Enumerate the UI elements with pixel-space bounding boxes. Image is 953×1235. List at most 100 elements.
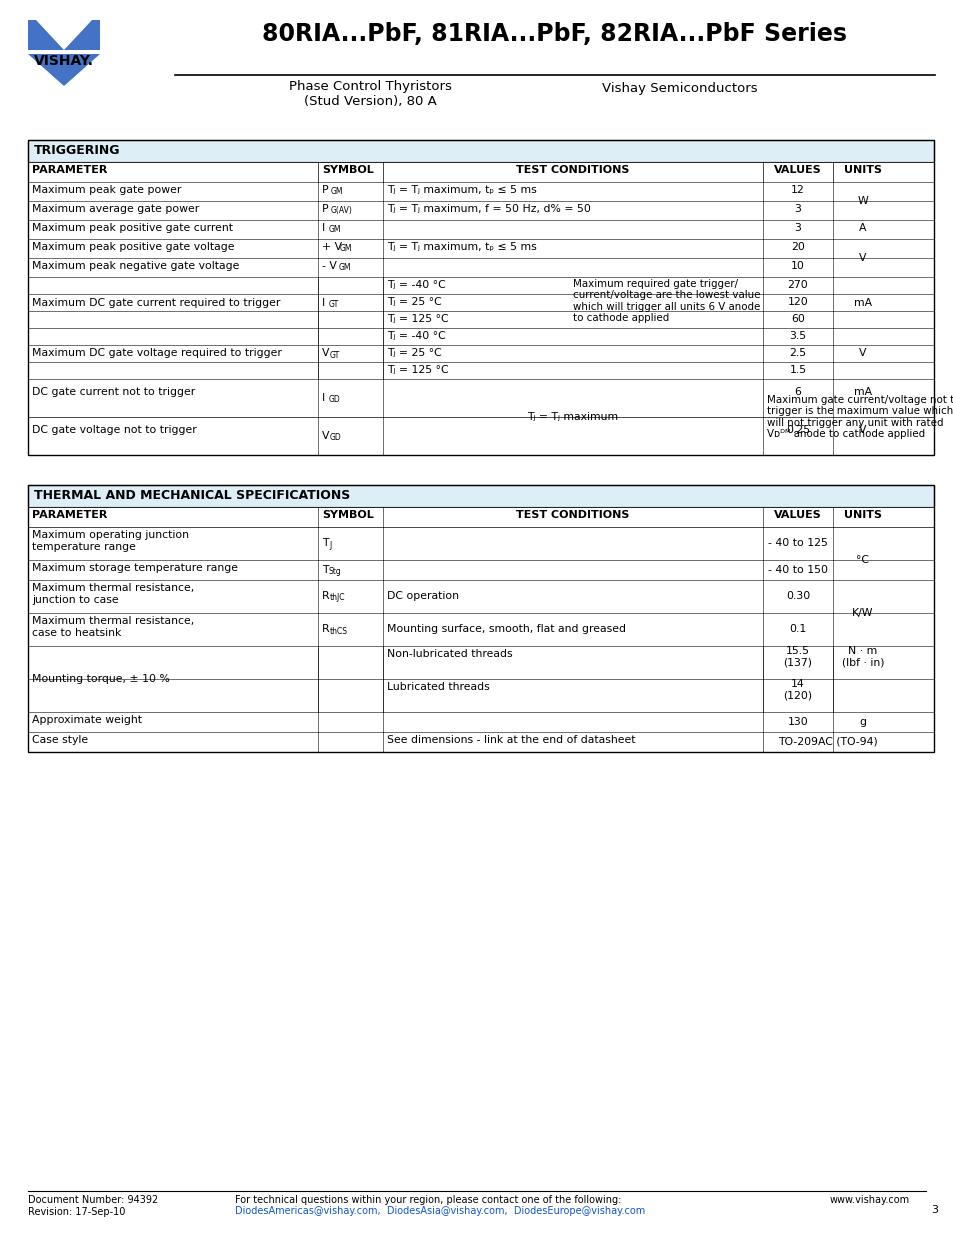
Text: 6: 6 xyxy=(794,387,801,396)
Text: V: V xyxy=(322,431,329,441)
Text: R: R xyxy=(322,624,330,634)
Text: - 40 to 150: - 40 to 150 xyxy=(767,564,827,576)
Text: 3: 3 xyxy=(794,224,801,233)
Text: 0.1: 0.1 xyxy=(788,624,806,634)
Text: Vishay Semiconductors: Vishay Semiconductors xyxy=(601,82,757,95)
Text: W: W xyxy=(857,196,867,206)
Text: PARAMETER: PARAMETER xyxy=(32,510,108,520)
Text: 80RIA...PbF, 81RIA...PbF, 82RIA...PbF Series: 80RIA...PbF, 81RIA...PbF, 82RIA...PbF Se… xyxy=(262,22,846,46)
Bar xyxy=(28,508,933,527)
Text: - V: - V xyxy=(322,261,336,270)
Bar xyxy=(28,162,933,182)
Text: mA: mA xyxy=(853,387,871,396)
Text: Mounting surface, smooth, flat and greased: Mounting surface, smooth, flat and greas… xyxy=(387,624,625,634)
Text: DiodesAmericas@vishay.com,  DiodesAsia@vishay.com,  DiodesEurope@vishay.com: DiodesAmericas@vishay.com, DiodesAsia@vi… xyxy=(234,1207,644,1216)
Bar xyxy=(28,140,933,454)
Text: UNITS: UNITS xyxy=(843,510,882,520)
Bar xyxy=(28,182,933,201)
Text: www.vishay.com: www.vishay.com xyxy=(829,1195,909,1205)
Text: V: V xyxy=(859,348,866,358)
Text: TEST CONDITIONS: TEST CONDITIONS xyxy=(516,165,629,175)
Text: P: P xyxy=(322,204,328,214)
Text: Tⱼ = -40 °C: Tⱼ = -40 °C xyxy=(387,331,445,341)
Text: K/W: K/W xyxy=(851,608,873,618)
Text: VALUES: VALUES xyxy=(773,510,821,520)
Text: GT: GT xyxy=(330,351,340,359)
Text: Tⱼ = 25 °C: Tⱼ = 25 °C xyxy=(387,348,441,358)
Text: TO-209AC (TO-94): TO-209AC (TO-94) xyxy=(778,737,877,747)
Text: SYMBOL: SYMBOL xyxy=(322,510,374,520)
Text: Tⱼ = 125 °C: Tⱼ = 125 °C xyxy=(387,314,448,324)
Text: mA: mA xyxy=(853,298,871,308)
Text: Stg: Stg xyxy=(329,568,341,577)
Text: Tⱼ = Tⱼ maximum, tₚ ≤ 5 ms: Tⱼ = Tⱼ maximum, tₚ ≤ 5 ms xyxy=(387,185,537,195)
Text: A: A xyxy=(859,224,866,233)
Text: Tⱼ = Tⱼ maximum, tₚ ≤ 5 ms: Tⱼ = Tⱼ maximum, tₚ ≤ 5 ms xyxy=(387,242,537,252)
Text: Maximum DC gate voltage required to trigger: Maximum DC gate voltage required to trig… xyxy=(32,348,281,358)
Text: GD: GD xyxy=(329,395,340,405)
Text: GM: GM xyxy=(338,263,351,272)
Text: Case style: Case style xyxy=(32,735,88,745)
Text: Tⱼ = Tⱼ maximum, f = 50 Hz, d% = 50: Tⱼ = Tⱼ maximum, f = 50 Hz, d% = 50 xyxy=(387,204,590,214)
Text: Document Number: 94392
Revision: 17-Sep-10: Document Number: 94392 Revision: 17-Sep-… xyxy=(28,1195,158,1216)
Text: Maximum thermal resistance,
case to heatsink: Maximum thermal resistance, case to heat… xyxy=(32,616,194,637)
Text: 120: 120 xyxy=(787,296,807,308)
Text: Maximum peak negative gate voltage: Maximum peak negative gate voltage xyxy=(32,261,239,270)
Text: Maximum gate current/voltage not to
trigger is the maximum value which
will not : Maximum gate current/voltage not to trig… xyxy=(766,395,953,440)
Text: 12: 12 xyxy=(790,185,804,195)
Text: 20: 20 xyxy=(790,242,804,252)
Text: PARAMETER: PARAMETER xyxy=(32,165,108,175)
Text: 3: 3 xyxy=(930,1205,938,1215)
Text: 14
(120): 14 (120) xyxy=(782,679,812,700)
Text: J: J xyxy=(329,541,331,550)
Text: V: V xyxy=(859,253,866,263)
Text: I: I xyxy=(322,393,325,403)
Text: Maximum thermal resistance,
junction to case: Maximum thermal resistance, junction to … xyxy=(32,583,194,605)
Text: 1.5: 1.5 xyxy=(789,366,805,375)
Text: VISHAY.: VISHAY. xyxy=(34,54,94,68)
Text: 0.25: 0.25 xyxy=(785,425,809,435)
Text: V: V xyxy=(322,348,329,358)
Text: 60: 60 xyxy=(790,314,804,324)
Text: N · m
(lbf · in): N · m (lbf · in) xyxy=(841,646,883,668)
Text: Mounting torque, ± 10 %: Mounting torque, ± 10 % xyxy=(32,674,170,684)
Text: I: I xyxy=(322,298,325,308)
Text: GD: GD xyxy=(330,433,341,442)
Text: Maximum storage temperature range: Maximum storage temperature range xyxy=(32,563,237,573)
Text: Maximum peak positive gate current: Maximum peak positive gate current xyxy=(32,224,233,233)
Text: thCS: thCS xyxy=(330,626,348,636)
Text: T: T xyxy=(322,538,328,548)
Text: + V: + V xyxy=(322,242,342,252)
Text: 15.5
(137): 15.5 (137) xyxy=(782,646,812,668)
Text: °C: °C xyxy=(856,555,868,564)
Text: See dimensions - link at the end of datasheet: See dimensions - link at the end of data… xyxy=(387,735,635,745)
Text: GM: GM xyxy=(339,245,352,253)
Bar xyxy=(28,140,933,162)
Text: DC gate current not to trigger: DC gate current not to trigger xyxy=(32,387,195,396)
Text: Tⱼ = Tⱼ maximum: Tⱼ = Tⱼ maximum xyxy=(527,412,618,422)
Text: G(AV): G(AV) xyxy=(331,206,353,215)
Text: R: R xyxy=(322,592,330,601)
Text: GT: GT xyxy=(329,300,339,309)
Text: Phase Control Thyristors
(Stud Version), 80 A: Phase Control Thyristors (Stud Version),… xyxy=(288,80,451,107)
Text: I: I xyxy=(322,224,325,233)
Text: Maximum peak positive gate voltage: Maximum peak positive gate voltage xyxy=(32,242,234,252)
Text: SYMBOL: SYMBOL xyxy=(322,165,374,175)
Text: Maximum peak gate power: Maximum peak gate power xyxy=(32,185,181,195)
Text: Tⱼ = 25 °C: Tⱼ = 25 °C xyxy=(387,296,441,308)
Polygon shape xyxy=(28,54,100,86)
Text: For technical questions within your region, please contact one of the following:: For technical questions within your regi… xyxy=(234,1195,620,1205)
Text: g: g xyxy=(859,718,865,727)
Polygon shape xyxy=(36,20,91,49)
Text: DC operation: DC operation xyxy=(387,592,458,601)
Text: DC gate voltage not to trigger: DC gate voltage not to trigger xyxy=(32,425,196,435)
Text: THERMAL AND MECHANICAL SPECIFICATIONS: THERMAL AND MECHANICAL SPECIFICATIONS xyxy=(34,489,350,501)
Text: UNITS: UNITS xyxy=(843,165,882,175)
Polygon shape xyxy=(28,20,100,49)
Text: 10: 10 xyxy=(790,261,804,270)
Text: Maximum DC gate current required to trigger: Maximum DC gate current required to trig… xyxy=(32,298,280,308)
Text: Tⱼ = 125 °C: Tⱼ = 125 °C xyxy=(387,366,448,375)
Text: 2.5: 2.5 xyxy=(789,348,805,358)
Text: V: V xyxy=(859,425,866,435)
Text: - 40 to 125: - 40 to 125 xyxy=(767,538,827,548)
